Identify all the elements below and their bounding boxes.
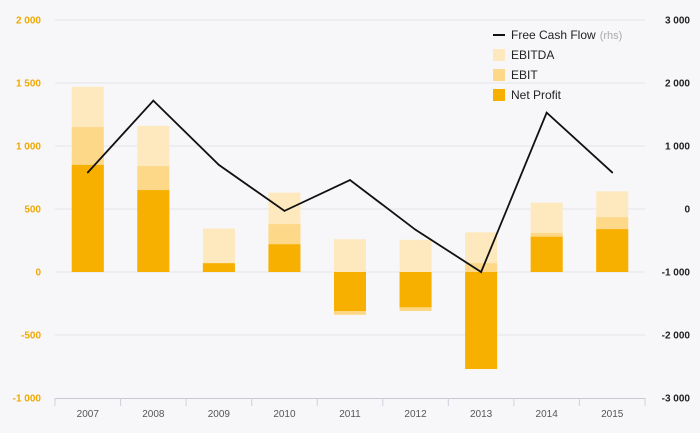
legend: Free Cash Flow (rhs) EBITDA EBIT Net Profit (493, 28, 622, 102)
free-cash-flow-line-group (86, 99, 614, 274)
legend-label-free-cash-flow: Free Cash Flow (rhs) (511, 28, 622, 42)
right-y-tick-label: 1 000 (665, 142, 690, 153)
bars (71, 86, 629, 370)
net-profit-bar-2008 (137, 190, 170, 272)
x-tick-label-2015: 2015 (601, 409, 624, 420)
legend-label-text: EBIT (511, 68, 538, 82)
right-y-tick-label: -3 000 (662, 394, 691, 405)
legend-swatch-ebitda (493, 49, 505, 61)
free-cash-flow-point-2013 (480, 271, 483, 273)
right-y-tick-label: -2 000 (662, 331, 691, 342)
x-tick-label-2011: 2011 (339, 409, 361, 420)
x-tick-label-2009: 2009 (208, 409, 231, 420)
free-cash-flow-point-2008 (152, 99, 155, 102)
legend-label-text: EBITDA (511, 48, 554, 62)
legend-label-net-profit: Net Profit (511, 88, 562, 102)
right-y-axis: -3 000 -2 000 -1 000 0 1 000 2 000 3 000 (662, 16, 691, 405)
left-y-tick-label: 2 000 (16, 16, 41, 27)
legend-label-suffix: (rhs) (600, 30, 623, 42)
free-cash-flow-point-2011 (349, 179, 351, 181)
legend-label-ebitda: EBITDA (511, 48, 554, 62)
free-cash-flow-point-2007 (86, 171, 89, 174)
left-y-tick-label: 1 500 (16, 79, 41, 90)
net-profit-bar-2007 (71, 164, 104, 272)
legend-swatch-net-profit (493, 89, 505, 101)
legend-label-text: Net Profit (511, 88, 562, 102)
x-tick-label-2013: 2013 (470, 409, 493, 420)
ebitda-bar-2011 (334, 239, 366, 272)
free-cash-flow-point-2014 (545, 111, 548, 114)
legend-label-text: Free Cash Flow (511, 28, 596, 42)
right-y-tick-label: 0 (684, 205, 690, 216)
free-cash-flow-point-2010 (283, 209, 286, 212)
free-cash-flow-point-2015 (611, 171, 614, 174)
free-cash-flow-point-2012 (414, 228, 417, 231)
right-y-tick-label: -1 000 (662, 268, 691, 279)
ebit-bar-2013 (465, 263, 498, 272)
x-tick-label-2012: 2012 (404, 409, 427, 420)
left-y-axis: -1 000 -500 0 500 1 000 1 500 2 000 (13, 16, 42, 405)
left-y-tick-label: 1 000 (16, 142, 41, 153)
free-cash-flow-point-2009 (217, 164, 220, 166)
left-y-tick-label: 500 (24, 205, 41, 216)
x-axis: 2007 2008 2009 2010 2011 2012 2013 2014 2015 (54, 398, 646, 420)
legend-label-ebit: EBIT (511, 68, 538, 82)
left-y-tick-label: -1 000 (13, 394, 42, 405)
x-tick-label-2008: 2008 (142, 409, 165, 420)
right-y-tick-label: 3 000 (665, 16, 690, 27)
net-profit-bar-2011 (334, 272, 366, 312)
legend-swatch-ebit (493, 69, 505, 81)
net-profit-bar-2015 (596, 229, 629, 272)
ebitda-bar-2012 (399, 239, 432, 272)
net-profit-bar-2009 (202, 263, 235, 272)
net-profit-bar-2012 (399, 272, 432, 308)
net-profit-bar-2013 (465, 272, 498, 370)
net-profit-bar-2010 (268, 244, 301, 272)
x-tick-label-2010: 2010 (273, 409, 296, 420)
x-tick-label-2007: 2007 (77, 409, 100, 420)
left-y-tick-label: -500 (21, 331, 41, 342)
right-y-tick-label: 2 000 (665, 79, 690, 90)
x-tick-label-2014: 2014 (536, 409, 559, 420)
left-y-tick-label: 0 (35, 268, 41, 279)
net-profit-bar-2014 (530, 236, 563, 272)
